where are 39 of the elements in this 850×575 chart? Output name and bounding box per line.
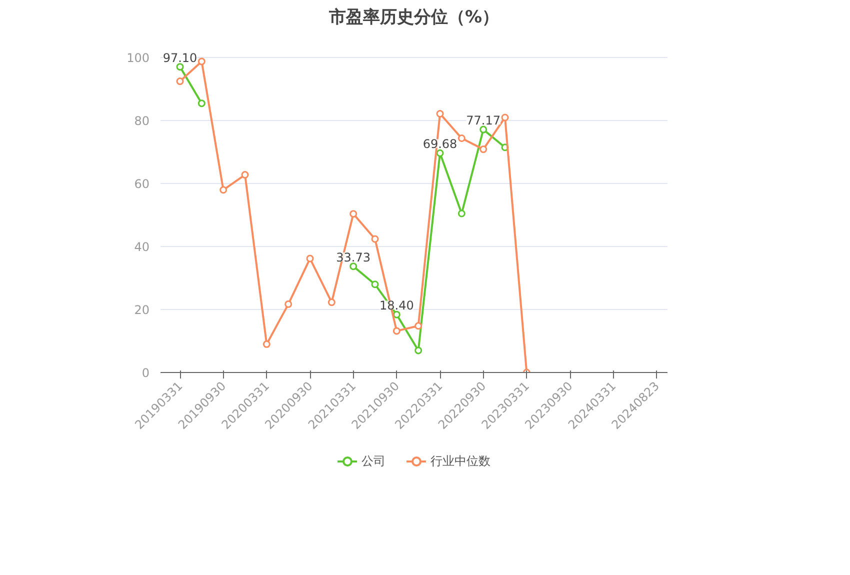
point	[176, 78, 184, 86]
point	[458, 210, 466, 218]
data-label: 97.10	[162, 50, 198, 65]
legend-label: 公司	[362, 452, 386, 470]
chart-title: 市盈率历史分位（%）	[328, 8, 500, 28]
point	[414, 346, 422, 354]
y-tick-label: 40	[134, 240, 150, 254]
point	[371, 235, 379, 243]
point	[392, 310, 400, 318]
y-tick-label: 80	[134, 114, 150, 128]
legend-label: 行业中位数	[430, 452, 490, 470]
point	[306, 254, 314, 262]
point	[480, 126, 488, 134]
point	[480, 146, 488, 154]
point	[241, 171, 249, 179]
point	[262, 340, 270, 348]
data-label: 77.17	[466, 114, 501, 128]
point	[458, 134, 466, 142]
point	[198, 100, 206, 108]
point	[371, 280, 379, 288]
point	[220, 186, 228, 194]
point	[501, 114, 509, 122]
point	[176, 63, 184, 71]
y-tick-label: 20	[134, 303, 150, 318]
data-label: 18.40	[379, 298, 414, 313]
y-tick-label: 60	[134, 177, 150, 192]
point	[392, 327, 400, 335]
point	[436, 149, 444, 157]
data-label: 33.73	[336, 250, 371, 264]
point	[350, 210, 358, 218]
point	[414, 322, 422, 330]
y-tick-label: 0	[142, 366, 150, 380]
point	[436, 110, 444, 118]
point	[284, 300, 292, 308]
point	[328, 298, 336, 306]
data-label: 69.68	[422, 137, 458, 152]
point	[198, 58, 206, 66]
point	[350, 262, 358, 270]
y-tick-label: 100	[126, 51, 150, 66]
